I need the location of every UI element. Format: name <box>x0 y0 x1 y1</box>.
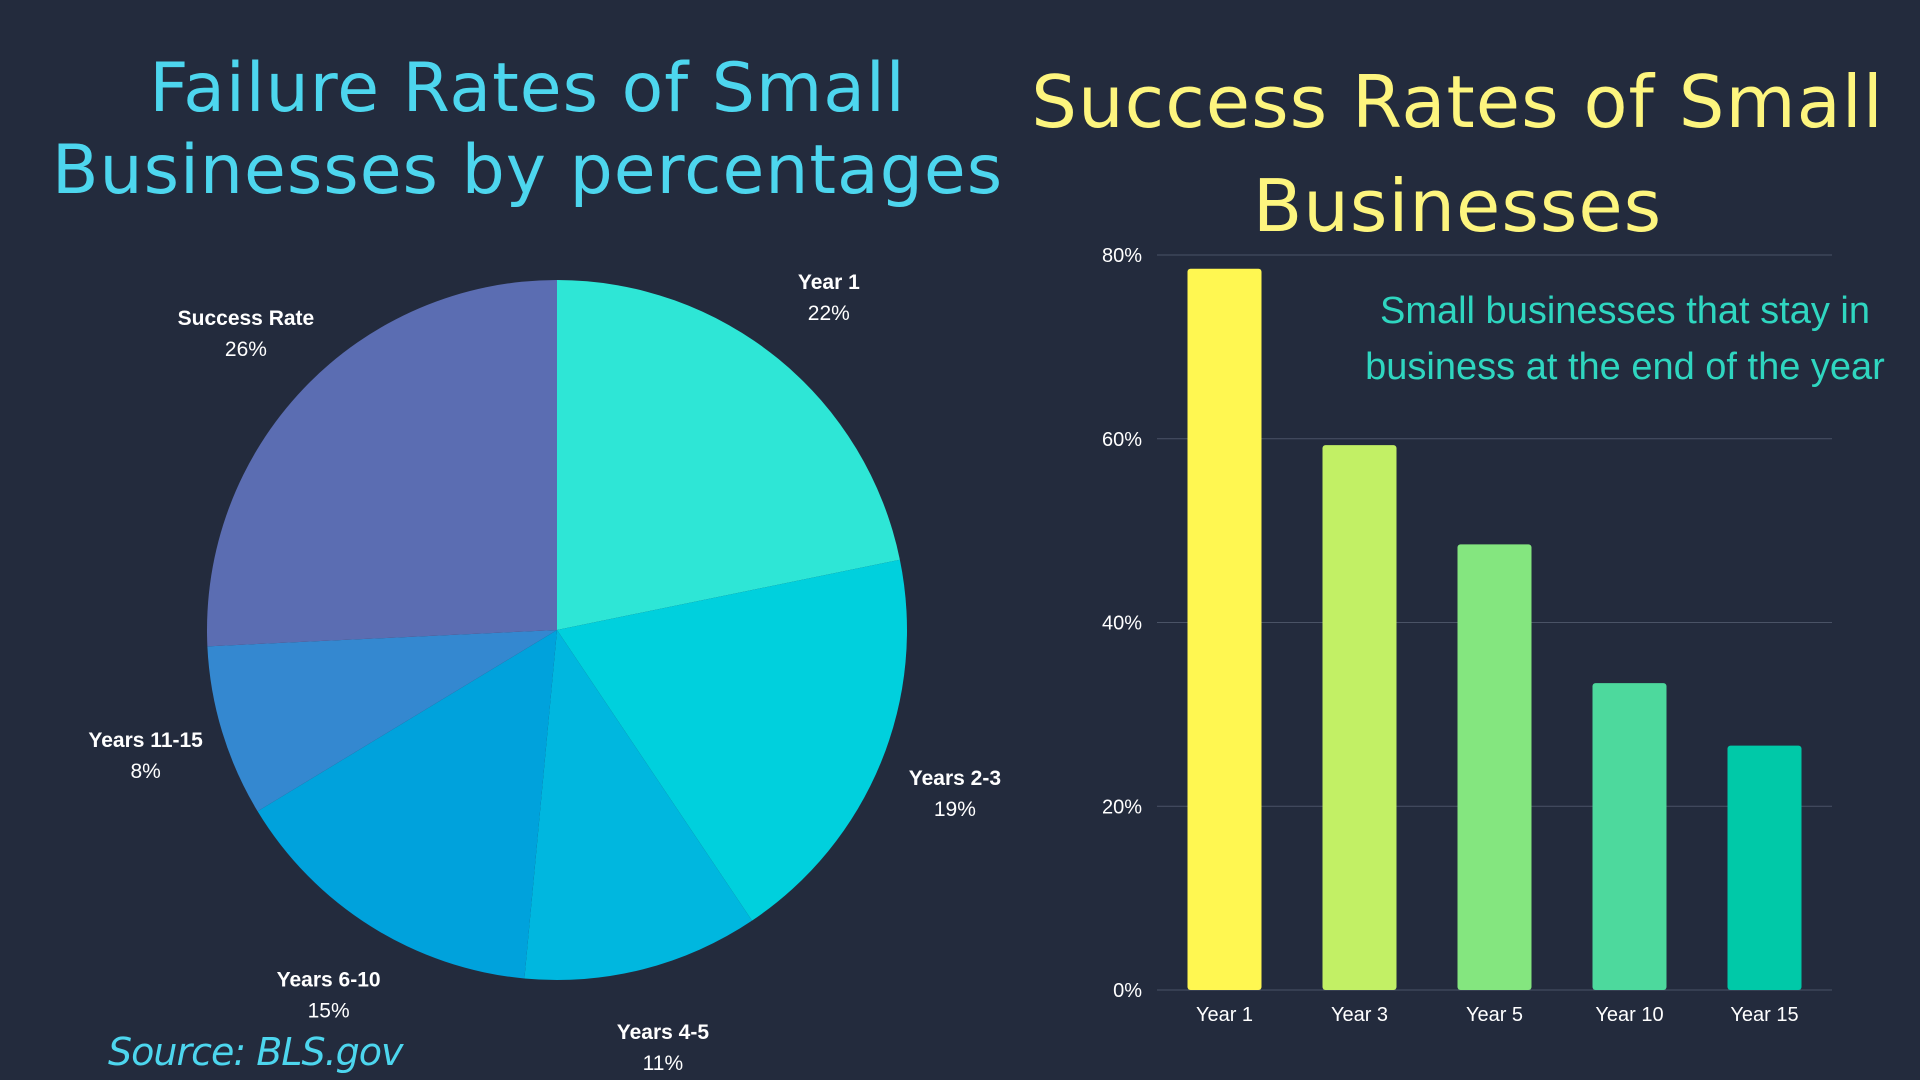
x-tick-label: Year 10 <box>1595 1004 1663 1026</box>
pie-slice-years-2-3 <box>557 559 907 921</box>
pie-value-year-1: 22% <box>808 302 850 325</box>
y-tick-label: 80% <box>1102 245 1142 267</box>
source-note: Source: BLS.gov <box>108 1030 404 1074</box>
pie-label-years-4-5: Years 4-5 <box>617 1021 710 1044</box>
bar-year-1 <box>1187 268 1262 990</box>
pie-slice-year-1 <box>557 280 900 630</box>
bar-year-5 <box>1457 544 1532 990</box>
pie-label-year-1: Year 1 <box>798 271 860 294</box>
pie-value-years-4-5: 11% <box>643 1052 683 1075</box>
x-tick-label: Year 1 <box>1196 1004 1253 1026</box>
pie-slice-success-rate <box>207 280 558 647</box>
pie-label-years-6-10: Years 6-10 <box>277 968 381 991</box>
x-tick-label: Year 15 <box>1730 1004 1798 1026</box>
pie-value-years-2-3: 19% <box>934 798 976 821</box>
x-tick-label: Year 3 <box>1331 1004 1388 1026</box>
pie-slice-years-11-15 <box>207 630 557 812</box>
pie-label-years-11-15: Years 11-15 <box>88 729 203 752</box>
bar-chart: 0% 20% 40% 60% 80% Year 1 Year 3 Year 5 Year 10 Y… <box>1102 245 1832 1026</box>
pie-value-success-rate: 26% <box>225 338 267 361</box>
bar-year-3 <box>1322 445 1397 990</box>
pie-chart: Year 1 22% Years 2-3 19% Years 4-5 11% Years 6… <box>88 271 1001 1075</box>
bar-year-15 <box>1727 745 1802 990</box>
pie-slice-years-4-5 <box>524 630 753 980</box>
x-tick-label: Year 5 <box>1466 1004 1523 1026</box>
pie-slice-years-6-10 <box>257 630 557 979</box>
y-tick-label: 60% <box>1102 429 1142 451</box>
bar-chart-annotation: Small businesses that stay in business a… <box>1365 290 1885 388</box>
y-tick-label: 0% <box>1113 980 1142 1002</box>
pie-value-years-11-15: 8% <box>130 760 160 783</box>
pie-chart-title: Failure Rates of Small Businesses by per… <box>51 49 1004 210</box>
pie-label-years-2-3: Years 2-3 <box>909 767 1001 790</box>
bar-year-10 <box>1592 683 1667 990</box>
y-tick-label: 20% <box>1102 796 1142 818</box>
bar-chart-title: Success Rates of Small Businesses <box>1031 60 1884 248</box>
pie-value-years-6-10: 15% <box>308 999 350 1022</box>
y-tick-label: 40% <box>1102 613 1142 635</box>
pie-label-success-rate: Success Rate <box>178 307 315 330</box>
